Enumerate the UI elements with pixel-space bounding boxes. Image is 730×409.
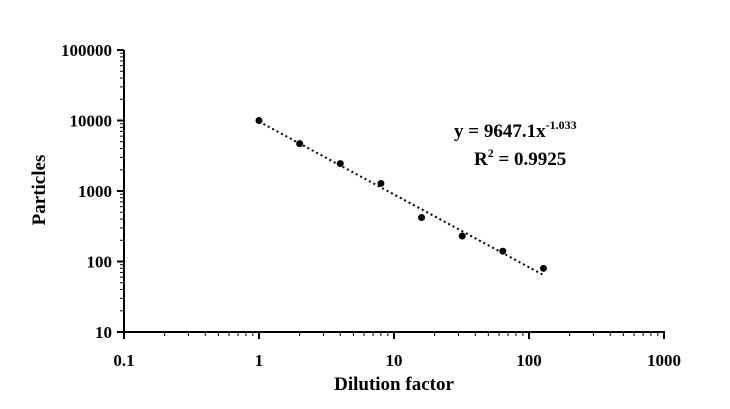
equation-base: y = 9647.1x	[454, 121, 546, 142]
data-point	[296, 140, 304, 148]
x-axis-title: Dilution factor	[334, 374, 454, 395]
trendline-equation: y = 9647.1x-1.033	[454, 118, 577, 142]
y-tick-label: 100	[87, 253, 113, 272]
equation-exponent: -1.033	[546, 118, 577, 132]
x-tick-label: 0.1	[113, 351, 134, 370]
r-squared-symbol: R	[474, 149, 488, 170]
x-tick-label: 10	[386, 351, 403, 370]
data-points	[255, 117, 547, 272]
r-squared-value: = 0.9925	[494, 149, 567, 170]
y-tick-label: 10000	[70, 112, 113, 131]
x-tick-label: 100	[516, 351, 542, 370]
data-point	[539, 264, 547, 272]
data-point	[499, 247, 507, 255]
y-axis-title: Particles	[29, 155, 50, 226]
r-squared-power: 2	[488, 146, 494, 160]
y-tick-label: 100000	[61, 41, 112, 60]
trendline	[258, 120, 544, 276]
data-point	[336, 160, 344, 168]
data-point	[458, 232, 466, 240]
data-point	[418, 214, 426, 222]
trendline-group	[258, 120, 544, 276]
x-tick-label: 1	[255, 351, 264, 370]
data-point	[377, 179, 385, 187]
data-point	[255, 117, 263, 124]
y-tick-label: 10	[95, 323, 112, 342]
x-tick-label: 1000	[647, 351, 681, 370]
y-tick-label: 1000	[78, 182, 112, 201]
axes: 0.1 1 10 100 1000 10 100 1000 10000 100000	[61, 41, 681, 370]
r-squared-label: R2 = 0.9925	[474, 146, 566, 170]
